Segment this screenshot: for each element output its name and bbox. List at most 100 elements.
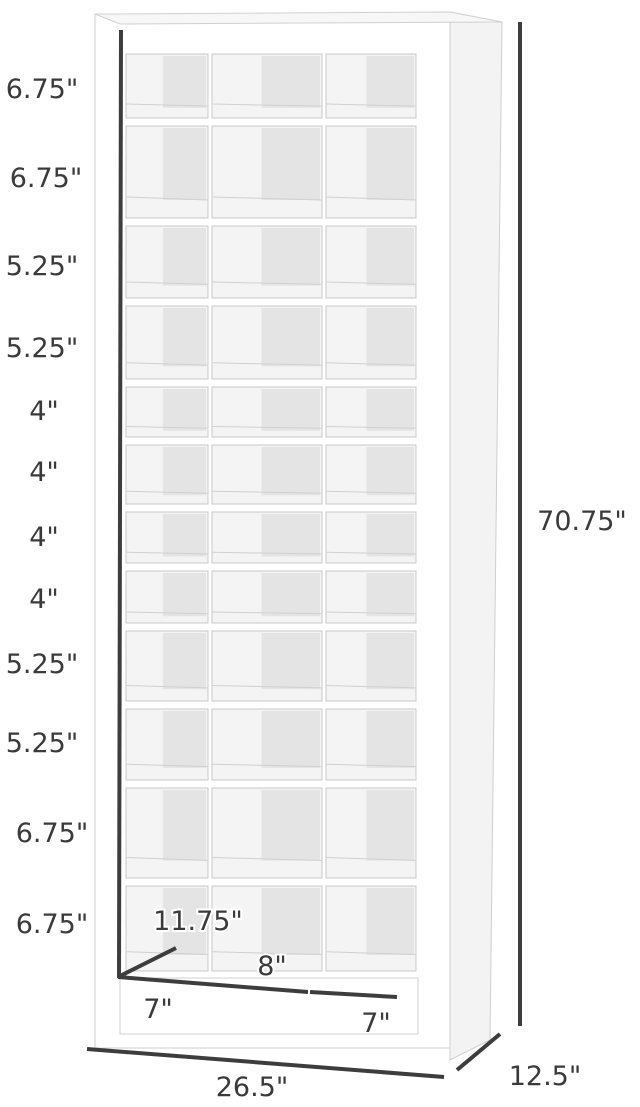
- cubby-back-shade: [162, 56, 206, 108]
- cubby-floor-edge: [125, 196, 209, 201]
- cubby-back-shade: [366, 228, 414, 286]
- cubby-back-shade: [162, 447, 206, 496]
- cabinet-base: [119, 977, 419, 1035]
- left-cubby-width-line: [117, 975, 207, 986]
- cubby: [325, 885, 417, 972]
- cubby-depth-line: [117, 946, 177, 979]
- cubby-back-shade: [261, 633, 320, 690]
- cubby-back-shade: [162, 790, 206, 861]
- cubby-grid: [125, 53, 417, 972]
- row-height-label: 5.25": [6, 333, 79, 364]
- cubby-floor-edge: [325, 951, 417, 956]
- cubby-back-shade: [261, 514, 320, 557]
- cubby: [325, 305, 417, 380]
- cubby-back-shade: [261, 389, 320, 431]
- cubby: [325, 570, 417, 624]
- cubby-floor-edge: [325, 426, 417, 429]
- cubby-back-shade: [261, 308, 320, 367]
- cubby-back-shade: [261, 790, 320, 861]
- cubby-floor-edge: [325, 611, 417, 615]
- cubby-floor-edge: [211, 426, 323, 429]
- cubby: [211, 53, 323, 119]
- cubby-back-shade: [261, 711, 320, 768]
- cubby-floor-edge: [325, 196, 417, 201]
- cubby: [211, 444, 323, 505]
- cubby: [125, 53, 209, 119]
- cubby-back-shade: [162, 389, 206, 431]
- cubby: [325, 125, 417, 219]
- cubby: [211, 630, 323, 702]
- cubby-floor-edge: [325, 763, 417, 768]
- cubby: [125, 444, 209, 505]
- cubby-floor-edge: [125, 685, 209, 689]
- cubby-floor-edge: [125, 611, 209, 615]
- row-height-label: 5.25": [6, 649, 79, 680]
- cubby-floor-edge: [325, 551, 417, 555]
- cubby-back-shade: [366, 573, 414, 617]
- cubby-floor-edge: [125, 551, 209, 555]
- cubby-floor-edge: [211, 196, 323, 201]
- cubby-back-shade: [162, 228, 206, 286]
- cubby-back-shade: [366, 888, 414, 955]
- total-depth-label: 12.5": [509, 1061, 582, 1092]
- cubby: [125, 885, 209, 972]
- cubby-floor-edge: [211, 951, 323, 956]
- cubby-floor-edge: [211, 103, 323, 107]
- cubby-back-shade: [366, 633, 414, 690]
- cubby-back-shade: [261, 128, 320, 200]
- cubby-floor-edge: [125, 281, 209, 285]
- row-height-label: 4": [29, 584, 59, 615]
- cubby: [211, 225, 323, 299]
- cubby: [211, 125, 323, 219]
- row-height-label: 6.75": [6, 74, 79, 105]
- row-height-label: 4": [29, 396, 59, 427]
- total-width-dimension-line: [86, 1047, 445, 1079]
- cubby: [125, 125, 209, 219]
- cubby-floor-edge: [125, 857, 209, 861]
- cubby-floor-edge: [211, 763, 323, 768]
- right-cubby-width-line: [309, 990, 398, 999]
- cubby: [125, 511, 209, 564]
- row-height-label: 4": [29, 522, 59, 553]
- cubby: [125, 305, 209, 380]
- cubby-back-shade: [366, 711, 414, 768]
- cubby: [325, 511, 417, 564]
- cubby-back-shade: [261, 888, 320, 955]
- cubby-back-shade: [261, 573, 320, 617]
- total-height-label: 70.75": [537, 506, 627, 537]
- cubby: [325, 53, 417, 119]
- cubby-floor-edge: [211, 362, 323, 366]
- cubby: [211, 787, 323, 879]
- cubby: [125, 708, 209, 781]
- right-cubby-width-label: 7": [361, 1008, 391, 1039]
- row-height-label: 6.75": [10, 163, 83, 194]
- cabinet-side-panel: [449, 11, 503, 1061]
- cubby: [325, 708, 417, 781]
- cubby-back-shade: [366, 790, 414, 861]
- cubby-depth-label: 11.75": [153, 906, 243, 937]
- cubby: [125, 787, 209, 879]
- cubby-floor-edge: [325, 857, 417, 861]
- cubby-back-shade: [366, 308, 414, 367]
- cubby: [125, 630, 209, 702]
- cubby-floor-edge: [125, 362, 209, 366]
- cubby-back-shade: [162, 308, 206, 367]
- cubby-floor-edge: [325, 490, 417, 494]
- cubby-back-shade: [366, 128, 414, 200]
- cubby-back-shade: [366, 514, 414, 557]
- cubby-floor-edge: [211, 551, 323, 555]
- cabinet-top: [94, 11, 503, 25]
- cubby-floor-edge: [325, 103, 417, 107]
- cubby-back-shade: [162, 514, 206, 557]
- cubby-back-shade: [162, 888, 206, 955]
- cubby-floor-edge: [211, 611, 323, 615]
- cubby-back-shade: [162, 633, 206, 690]
- cubby: [125, 570, 209, 624]
- cubby: [125, 386, 209, 438]
- cubby-floor-edge: [211, 490, 323, 494]
- cubby-floor-edge: [211, 685, 323, 689]
- cubby: [211, 885, 323, 972]
- row-height-label: 6.75": [16, 909, 89, 940]
- cubby-back-shade: [162, 128, 206, 200]
- cubby-floor-edge: [125, 426, 209, 429]
